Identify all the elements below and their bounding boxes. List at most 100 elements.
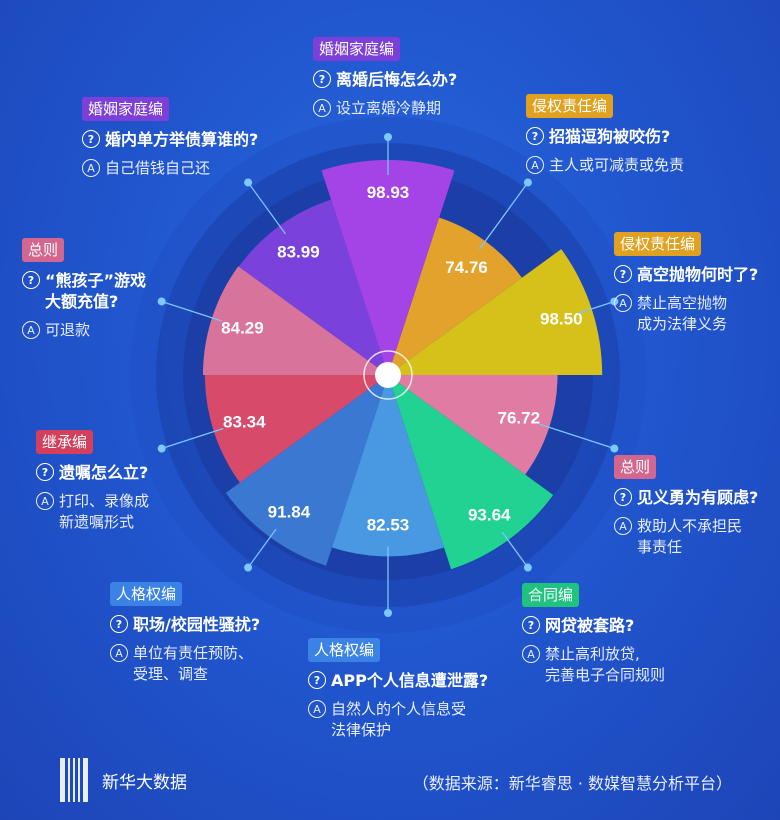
answer-line: 事责任: [637, 538, 683, 556]
rose-sector: [321, 159, 455, 375]
value-label: 83.99: [277, 243, 320, 262]
answer-row: A 救助人不承担民 事责任: [614, 516, 758, 558]
value-label: 98.50: [540, 310, 583, 329]
answer-line: 禁止高利放贷,: [545, 645, 640, 663]
question-row: ? 离婚后悔怎么办?: [313, 69, 457, 90]
question-text: 见义勇为有顾虑?: [637, 487, 758, 508]
category-tag: 人格权编: [110, 582, 183, 606]
category-tag: 侵权责任编: [526, 94, 614, 118]
category-tag: 总则: [22, 238, 65, 262]
connector-dot: [384, 133, 392, 141]
question-row: ? 网贷被套路?: [522, 615, 665, 636]
answer-line: 可退款: [45, 321, 91, 339]
answer-line: 新遗嘱形式: [59, 513, 135, 531]
answer-line: 受理、调查: [133, 665, 209, 683]
question-line: 高空抛物何时了?: [637, 265, 759, 284]
answer-line: 设立离婚冷静期: [336, 99, 442, 117]
connector-line: [161, 300, 222, 322]
answer-line: 单位有责任预防、: [133, 644, 254, 662]
annotation-block: 侵权责任编 ? 招猫逗狗被咬伤? A 主人或可减责或免责: [526, 94, 684, 176]
answer-icon: A: [308, 700, 326, 718]
connector-dot: [523, 563, 532, 572]
question-icon: ?: [522, 616, 540, 634]
value-label: 98.93: [367, 183, 410, 202]
value-label: 84.29: [221, 319, 264, 338]
answer-text: 打印、录像成 新遗嘱形式: [59, 491, 149, 533]
connector-dot: [610, 444, 619, 453]
rose-sector: [388, 217, 522, 375]
question-icon: ?: [22, 271, 40, 289]
answer-icon: A: [36, 492, 54, 510]
question-row: ? 职场/校园性骚扰?: [110, 614, 260, 635]
center-dot: [375, 362, 401, 388]
answer-icon: A: [614, 517, 632, 535]
answer-text: 救助人不承担民 事责任: [637, 516, 742, 558]
value-label: 76.72: [498, 408, 541, 427]
logo-icon: [60, 758, 88, 802]
center-ring: [363, 350, 413, 400]
question-icon: ?: [308, 671, 326, 689]
brand-logo: 新华大数据: [60, 758, 187, 802]
value-label: 83.34: [223, 413, 266, 432]
connector-dot: [384, 609, 392, 617]
category-tag: 合同编: [522, 583, 580, 607]
answer-text: 禁止高空抛物 成为法律义务: [637, 293, 727, 335]
question-icon: ?: [313, 70, 331, 88]
question-line: 遗嘱怎么立?: [59, 463, 149, 482]
question-row: ? APP个人信息遭泄露?: [308, 670, 488, 691]
connector-line: [161, 427, 224, 450]
question-icon: ?: [36, 463, 54, 481]
answer-line: 完善电子合同规则: [545, 666, 666, 684]
answer-line: 自然人的个人信息受: [331, 700, 467, 718]
connector-line: [578, 300, 615, 314]
answer-row: A 设立离婚冷静期: [313, 98, 457, 119]
connector-dot: [157, 297, 166, 306]
annotation-block: 人格权编? 职场/校园性骚扰? A 单位有责任预防、 受理、调查: [110, 582, 260, 685]
question-row: ? 招猫逗狗被咬伤?: [526, 126, 684, 147]
question-line: 婚内单方举债算谁的?: [105, 130, 259, 149]
answer-icon: A: [22, 321, 40, 339]
question-line: “熊孩子”游戏: [45, 271, 147, 290]
answer-row: A 自己借钱自己还: [82, 158, 258, 179]
question-text: 婚内单方举债算谁的?: [105, 129, 258, 150]
answer-line: 自己借钱自己还: [105, 159, 211, 177]
value-label: 74.76: [445, 258, 488, 277]
annotation-block: 合同编? 网贷被套路? A 禁止高利放贷, 完善电子合同规则: [522, 583, 665, 686]
answer-row: A 主人或可减责或免责: [526, 155, 684, 176]
answer-text: 禁止高利放贷, 完善电子合同规则: [545, 644, 665, 686]
value-label: 91.84: [268, 502, 311, 521]
connector-dot: [157, 444, 166, 453]
question-row: ? 婚内单方举债算谁的?: [82, 129, 258, 150]
answer-icon: A: [313, 99, 331, 117]
question-icon: ?: [82, 130, 100, 148]
answer-line: 禁止高空抛物: [637, 294, 728, 312]
rose-sector: [388, 375, 558, 475]
answer-row: A 可退款: [22, 320, 146, 341]
question-text: 职场/校园性骚扰?: [133, 614, 260, 635]
category-tag: 婚姻家庭编: [82, 97, 170, 121]
answer-line: 成为法律义务: [637, 315, 728, 333]
question-line: APP个人信息遭泄露?: [331, 671, 489, 690]
answer-icon: A: [522, 645, 540, 663]
answer-icon: A: [526, 156, 544, 174]
rose-sector: [238, 199, 388, 375]
question-line: 职场/校园性骚扰?: [133, 615, 261, 634]
answer-text: 单位有责任预防、 受理、调查: [133, 643, 253, 685]
question-text: 网贷被套路?: [545, 615, 634, 636]
question-icon: ?: [526, 127, 544, 145]
question-text: APP个人信息遭泄露?: [331, 670, 488, 691]
annotation-block: 婚姻家庭编? 离婚后悔怎么办? A 设立离婚冷静期: [313, 37, 457, 119]
rose-sector: [202, 266, 388, 375]
category-tag: 侵权责任编: [614, 232, 702, 256]
question-icon: ?: [614, 488, 632, 506]
connector-line: [478, 182, 529, 250]
connector-dot: [244, 563, 253, 572]
connector-line: [539, 423, 615, 450]
annotation-block: 婚姻家庭编? 婚内单方举债算谁的? A 自己借钱自己还: [82, 97, 258, 179]
brand-name: 新华大数据: [102, 772, 187, 793]
value-label: 93.64: [468, 505, 511, 524]
question-text: 离婚后悔怎么办?: [336, 69, 457, 90]
answer-icon: A: [614, 294, 632, 312]
question-icon: ?: [110, 615, 128, 633]
question-line: 见义勇为有顾虑?: [637, 488, 759, 507]
